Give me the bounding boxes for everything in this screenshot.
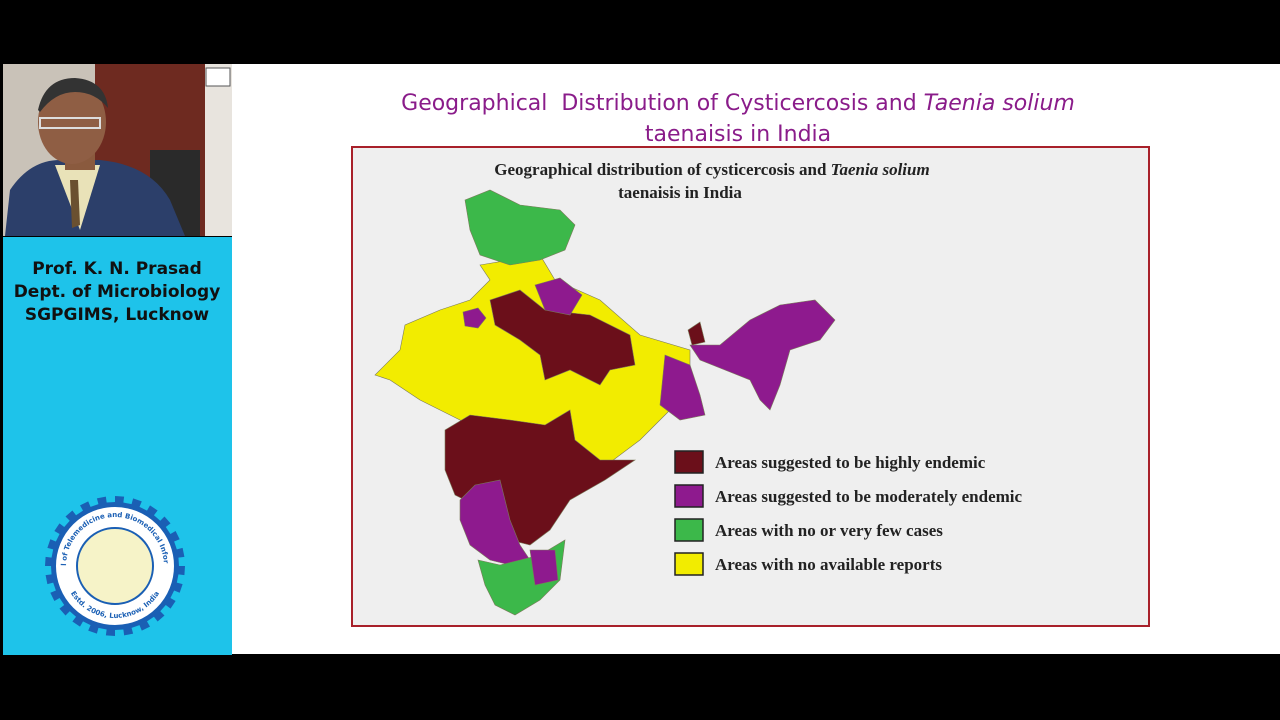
presenter-line: SGPGIMS, Lucknow — [25, 305, 210, 325]
slide-title: Geographical Distribution of Cysticercos… — [401, 91, 1075, 116]
figure-title-text: Geographical distribution of cysticercos… — [494, 160, 830, 179]
map-region — [462, 307, 487, 329]
legend-label: Areas with no available reports — [715, 555, 942, 574]
presenter-line: Dept. of Microbiology — [14, 282, 221, 302]
legend-label: Areas suggested to be highly endemic — [715, 453, 986, 472]
glasses — [39, 117, 101, 129]
figure-title: Geographical distribution of cysticercos… — [494, 160, 929, 179]
map-region — [534, 277, 583, 316]
logo-badge — [205, 67, 231, 87]
map-region — [529, 549, 559, 586]
legend-label: Areas with no or very few cases — [715, 521, 943, 540]
hair — [38, 78, 108, 112]
legend-swatch — [674, 518, 704, 542]
figure-title: taenaisis in India — [618, 183, 742, 202]
legend-swatch — [674, 552, 704, 576]
legend-swatch — [674, 450, 704, 474]
legend-swatch — [674, 484, 704, 508]
title-text: Geographical Distribution of Cysticercos… — [401, 91, 924, 116]
presenter-line: Prof. K. N. Prasad — [32, 259, 202, 279]
inner — [76, 527, 154, 605]
map-region — [464, 189, 576, 266]
map-region — [687, 321, 706, 346]
india-map — [374, 189, 836, 616]
webcam — [3, 64, 232, 236]
map-region — [689, 299, 836, 411]
tie — [70, 180, 80, 228]
map-region — [659, 354, 706, 421]
wall-right — [205, 64, 232, 236]
figure-title-italic: Taenia solium — [831, 160, 930, 179]
vest — [5, 160, 185, 236]
face — [38, 80, 106, 164]
title-italic: Taenia solium — [924, 91, 1075, 116]
legend: Areas suggested to be highly endemic Area… — [674, 450, 1023, 576]
slide-title: taenaisis in India — [645, 122, 831, 147]
presenter-info: Prof. K. N. Prasad Dept. of Microbiology… — [14, 259, 221, 325]
legend-label: Areas suggested to be moderately endemic — [715, 487, 1023, 506]
